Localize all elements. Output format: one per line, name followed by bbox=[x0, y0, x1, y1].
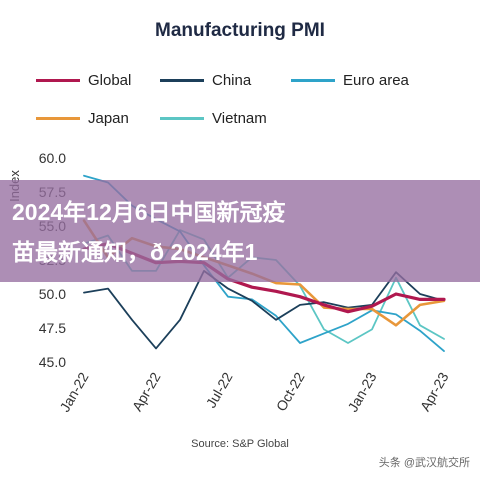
source-note: Source: S&P Global bbox=[191, 438, 289, 450]
legend-swatch-japan bbox=[36, 117, 80, 120]
x-tick-label: Jul-22 bbox=[203, 369, 236, 410]
chart-title: Manufacturing PMI bbox=[155, 20, 325, 41]
x-axis-labels: Jan-22 Apr-22 Jul-22 Oct-22 Jan-23 Apr-23 bbox=[56, 369, 451, 414]
legend-item-vietnam: Vietnam bbox=[160, 110, 267, 127]
legend-label-euro-area: Euro area bbox=[343, 72, 409, 89]
legend-swatch-global bbox=[36, 79, 80, 82]
watermark: 头条 @武汉航交所 bbox=[378, 457, 470, 469]
x-tick-label: Oct-22 bbox=[273, 369, 308, 414]
y-tick-label: 60.0 bbox=[39, 150, 66, 166]
legend-label-china: China bbox=[212, 72, 252, 89]
y-tick-label: 50.0 bbox=[39, 286, 66, 302]
headline-overlay bbox=[0, 180, 480, 282]
legend-item-euro-area: Euro area bbox=[291, 72, 409, 89]
x-tick-label: Jan-23 bbox=[344, 369, 379, 414]
legend-swatch-euro-area bbox=[291, 79, 335, 82]
headline-line-1: 2024年12月6日中国新冠疫 bbox=[12, 199, 286, 225]
y-tick-label: 47.5 bbox=[39, 320, 66, 336]
headline-line-2: 苗最新通知，ð 2024年1 bbox=[12, 239, 258, 265]
legend-swatch-vietnam bbox=[160, 117, 204, 120]
legend-swatch-china bbox=[160, 79, 204, 82]
y-tick-label: 45.0 bbox=[39, 354, 66, 370]
legend-item-japan: Japan bbox=[36, 110, 129, 127]
x-tick-label: Jan-22 bbox=[56, 369, 91, 414]
x-tick-label: Apr-23 bbox=[417, 369, 452, 414]
x-tick-label: Apr-22 bbox=[129, 369, 164, 414]
legend-label-global: Global bbox=[88, 72, 132, 89]
legend-item-china: China bbox=[160, 72, 251, 89]
headline-text[interactable]: 2024年12月6日中国新冠疫 苗最新通知，ð 2024年1 bbox=[12, 192, 472, 272]
legend-label-vietnam: Vietnam bbox=[212, 110, 267, 127]
legend-item-global: Global bbox=[36, 72, 131, 89]
series-line-china bbox=[83, 269, 445, 350]
legend-label-japan: Japan bbox=[88, 110, 129, 127]
